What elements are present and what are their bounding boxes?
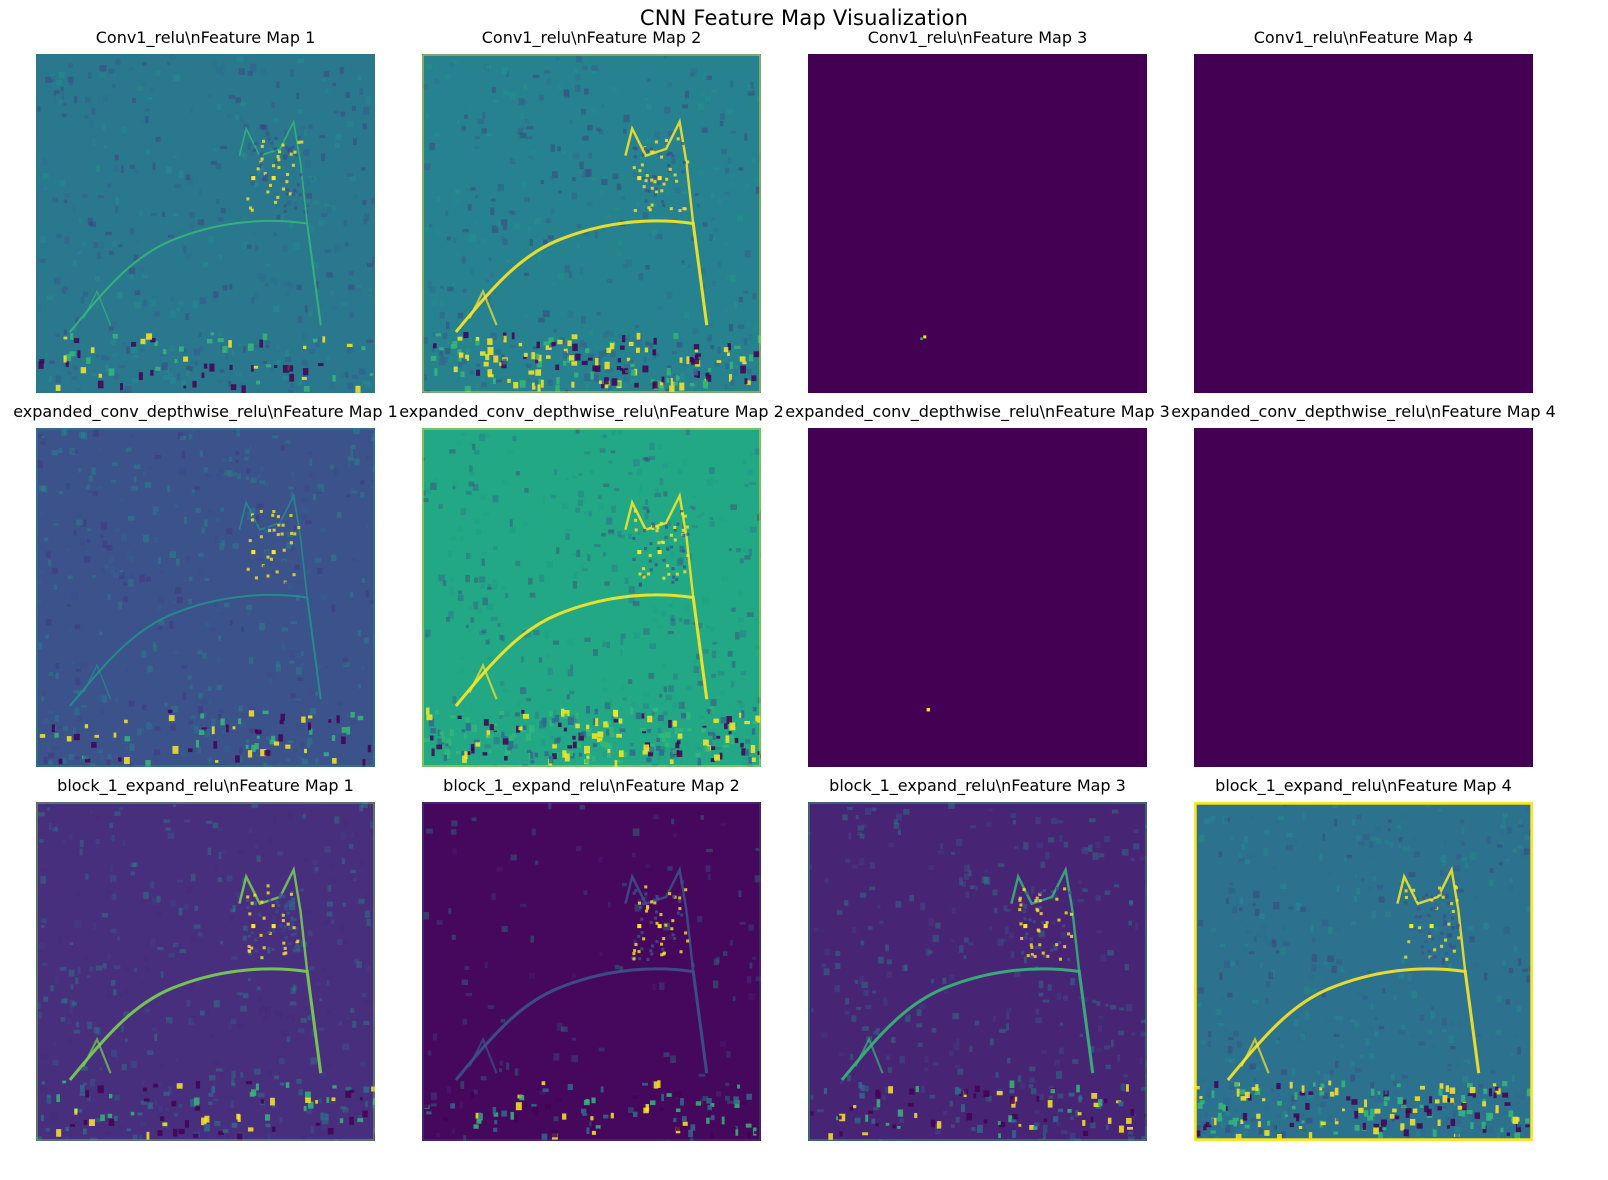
feature-map-panel: Conv1_relu\nFeature Map 1 [36, 28, 375, 393]
panel-title: expanded_conv_depthwise_relu\nFeature Ma… [1171, 402, 1556, 421]
panel-title: block_1_expand_relu\nFeature Map 2 [443, 776, 740, 795]
panel-title: block_1_expand_relu\nFeature Map 1 [57, 776, 354, 795]
feature-map-image [808, 54, 1147, 393]
feature-map-image [808, 428, 1147, 767]
feature-map-panel: Conv1_relu\nFeature Map 2 [422, 28, 761, 393]
feature-map-image [36, 54, 375, 393]
panel-title: Conv1_relu\nFeature Map 2 [481, 28, 702, 47]
figure-title: CNN Feature Map Visualization [639, 6, 969, 30]
feature-map-panel: expanded_conv_depthwise_relu\nFeature Ma… [1171, 402, 1556, 767]
feature-map-panel: Conv1_relu\nFeature Map 4 [1194, 28, 1533, 393]
panel-title: expanded_conv_depthwise_relu\nFeature Ma… [399, 402, 784, 421]
feature-map-image [36, 428, 375, 767]
feature-map-image [36, 802, 375, 1141]
panel-title: expanded_conv_depthwise_relu\nFeature Ma… [785, 402, 1170, 421]
feature-map-panel: block_1_expand_relu\nFeature Map 2 [422, 776, 761, 1141]
feature-map-panel: Conv1_relu\nFeature Map 3 [808, 28, 1147, 393]
feature-map-image [422, 428, 761, 767]
feature-map-image [422, 802, 761, 1141]
feature-map-image [808, 802, 1147, 1141]
feature-map-image [1194, 428, 1533, 767]
feature-map-image [1194, 54, 1533, 393]
feature-map-panel: block_1_expand_relu\nFeature Map 1 [36, 776, 375, 1141]
panel-title: Conv1_relu\nFeature Map 4 [1253, 28, 1474, 47]
feature-map-panel: expanded_conv_depthwise_relu\nFeature Ma… [785, 402, 1170, 767]
feature-map-panel: expanded_conv_depthwise_relu\nFeature Ma… [13, 402, 398, 767]
panel-title: block_1_expand_relu\nFeature Map 4 [1215, 776, 1512, 795]
feature-map-panel: expanded_conv_depthwise_relu\nFeature Ma… [399, 402, 784, 767]
panel-title: expanded_conv_depthwise_relu\nFeature Ma… [13, 402, 398, 421]
feature-map-image [1194, 802, 1533, 1141]
panel-title: Conv1_relu\nFeature Map 3 [867, 28, 1088, 47]
feature-map-panel: block_1_expand_relu\nFeature Map 3 [808, 776, 1147, 1141]
panel-title: Conv1_relu\nFeature Map 1 [95, 28, 316, 47]
feature-map-panel: block_1_expand_relu\nFeature Map 4 [1194, 776, 1533, 1141]
feature-map-image [422, 54, 761, 393]
panel-title: block_1_expand_relu\nFeature Map 3 [829, 776, 1126, 795]
